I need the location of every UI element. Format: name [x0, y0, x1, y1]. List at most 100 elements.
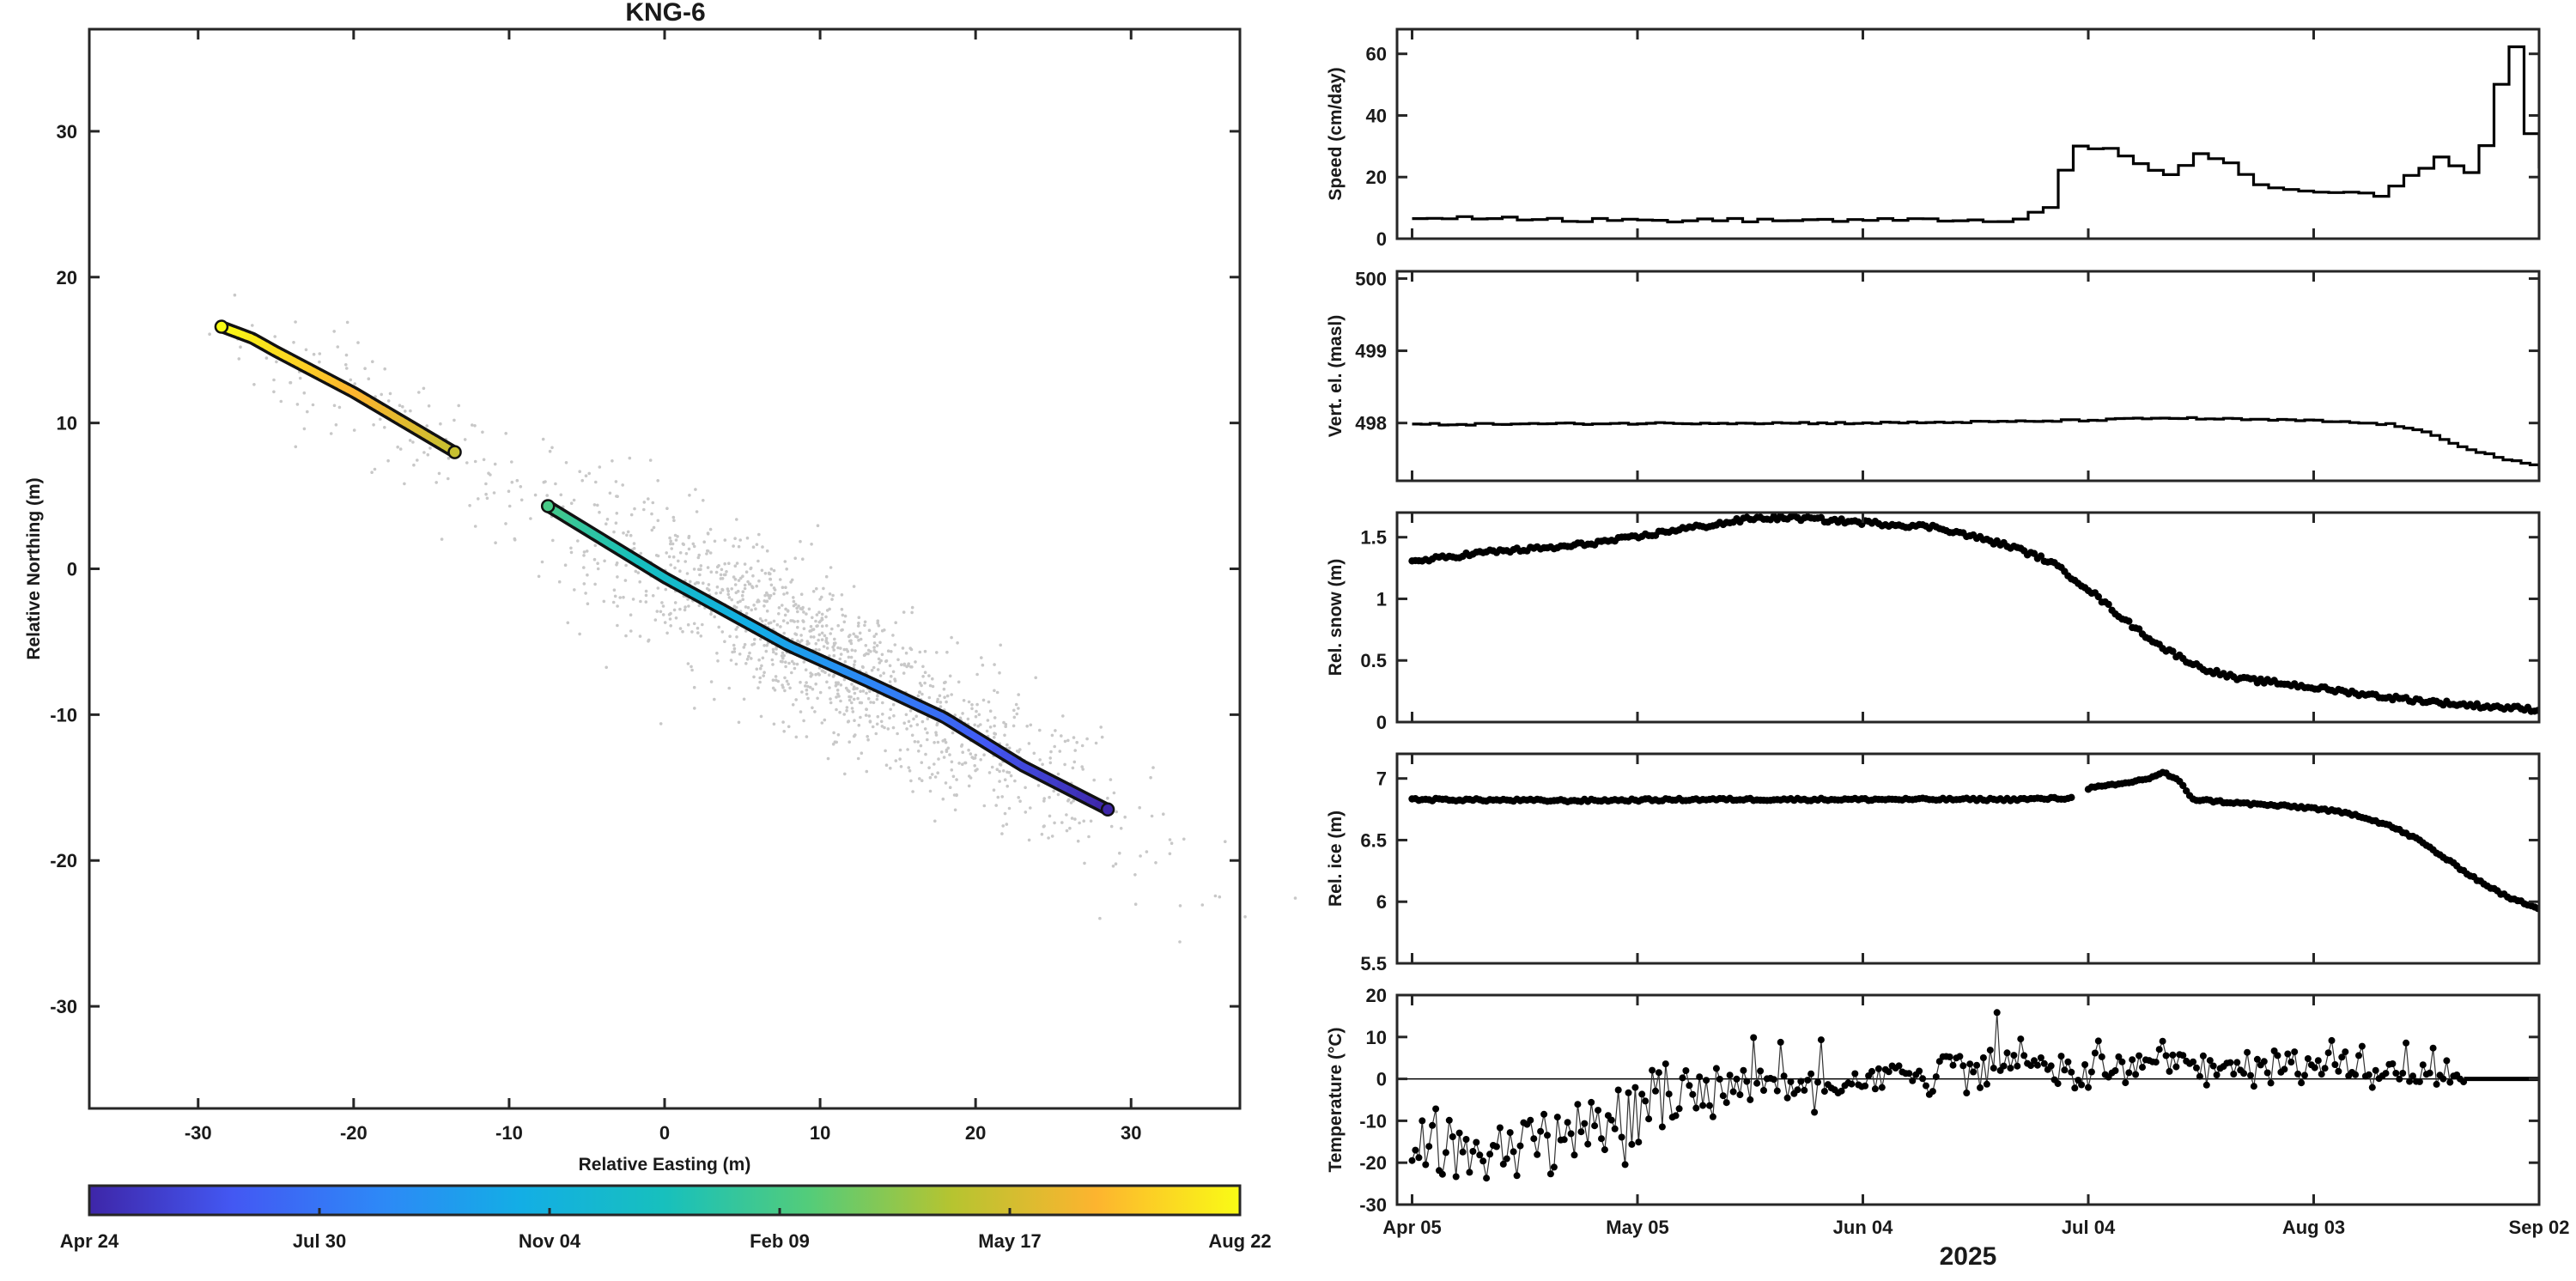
raw-position-point	[884, 659, 888, 664]
raw-position-point	[674, 538, 678, 542]
raw-position-point	[1029, 723, 1033, 727]
raw-position-point	[786, 610, 790, 613]
raw-position-point	[944, 781, 948, 785]
raw-position-point	[713, 615, 716, 619]
raw-position-point	[586, 602, 590, 605]
raw-position-point	[836, 623, 840, 628]
raw-position-point	[426, 452, 430, 457]
raw-position-point	[312, 352, 316, 356]
raw-position-point	[731, 650, 734, 654]
temperature-point	[2094, 1037, 2102, 1045]
temperature-point	[2392, 1070, 2400, 1077]
raw-position-point	[891, 670, 896, 674]
raw-position-point	[950, 635, 953, 640]
temperature-point	[1689, 1090, 1697, 1098]
raw-position-point	[408, 439, 412, 442]
temperature-point	[1516, 1142, 1524, 1150]
raw-position-point	[716, 659, 720, 663]
raw-position-point	[841, 613, 845, 617]
raw-position-point	[587, 471, 591, 476]
temperature-point	[1770, 1076, 1777, 1084]
raw-position-point	[945, 650, 949, 654]
x-axis-label: Relative Easting (m)	[579, 1155, 751, 1175]
raw-position-point	[781, 656, 785, 660]
temperature-point	[1966, 1060, 1974, 1068]
raw-position-point	[1053, 744, 1056, 749]
raw-position-point	[886, 727, 890, 731]
raw-position-point	[783, 613, 787, 617]
raw-position-point	[638, 580, 641, 584]
raw-position-point	[1170, 841, 1174, 845]
raw-position-point	[781, 683, 784, 687]
raw-position-point	[727, 686, 731, 690]
temperature-point	[1905, 1070, 1913, 1078]
raw-position-point	[881, 713, 884, 716]
raw-position-point	[802, 610, 805, 614]
raw-position-point	[720, 577, 725, 580]
raw-position-point	[811, 628, 814, 632]
raw-position-point	[1002, 720, 1005, 725]
temperature-point	[1618, 1133, 1625, 1141]
raw-position-point	[1068, 826, 1072, 830]
raw-position-point	[757, 532, 761, 537]
raw-position-point	[738, 599, 742, 604]
raw-position-point	[728, 634, 732, 638]
track-plot: -30 -20 -10 0 10 20 30 -30 -20 -10 0 10 20 30 Relative…	[24, 27, 1297, 1175]
raw-position-point	[802, 627, 806, 630]
raw-position-point	[615, 512, 619, 515]
raw-position-point	[1112, 791, 1116, 795]
temperature-point	[1567, 1130, 1575, 1138]
raw-position-point	[969, 752, 973, 756]
raw-position-point	[745, 536, 750, 540]
raw-position-point	[1029, 806, 1032, 810]
raw-position-point	[986, 719, 990, 722]
raw-position-point	[852, 734, 856, 738]
raw-position-point	[744, 662, 748, 665]
raw-position-point	[697, 604, 702, 608]
raw-position-point	[988, 709, 993, 713]
temperature-point	[2209, 1062, 2217, 1070]
raw-position-point	[751, 574, 755, 578]
temperature-point	[1750, 1034, 1758, 1041]
temperature-point	[2263, 1069, 2271, 1077]
raw-position-point	[814, 641, 818, 646]
raw-position-point	[787, 725, 791, 729]
colorbar-tick-label: Apr 24	[60, 1230, 119, 1252]
raw-position-point	[371, 360, 374, 364]
raw-position-point	[762, 644, 766, 647]
temperature-point	[2132, 1071, 2140, 1078]
raw-position-point	[709, 570, 714, 574]
raw-position-point	[683, 605, 687, 609]
raw-position-point	[907, 719, 911, 724]
temperature-point	[1979, 1054, 1987, 1061]
raw-position-point	[962, 699, 966, 702]
raw-position-point	[888, 716, 891, 719]
raw-position-point	[918, 690, 921, 694]
raw-position-point	[468, 504, 471, 507]
raw-position-point	[345, 367, 349, 370]
raw-position-point	[494, 541, 497, 544]
raw-position-point	[696, 631, 700, 634]
temperature-point	[2199, 1052, 2207, 1059]
raw-position-point	[1054, 729, 1057, 732]
raw-position-point	[624, 563, 628, 568]
raw-position-point	[863, 620, 867, 624]
raw-position-point	[465, 461, 469, 464]
raw-position-point	[1012, 715, 1017, 719]
raw-position-point	[1003, 811, 1007, 816]
temperature-point	[2240, 1070, 2248, 1078]
raw-position-point	[605, 665, 608, 670]
raw-position-point	[760, 568, 764, 573]
raw-position-point	[554, 482, 557, 486]
raw-position-point	[756, 559, 760, 563]
raw-position-point	[811, 706, 814, 710]
raw-position-point	[605, 518, 610, 521]
raw-position-point	[696, 556, 701, 560]
temperature-point	[2061, 1066, 2069, 1074]
temperature-point	[1652, 1087, 1659, 1095]
raw-position-point	[883, 725, 886, 730]
raw-position-point	[808, 685, 812, 689]
raw-position-point	[1109, 778, 1113, 781]
raw-position-point	[669, 563, 672, 567]
raw-position-point	[824, 636, 829, 640]
